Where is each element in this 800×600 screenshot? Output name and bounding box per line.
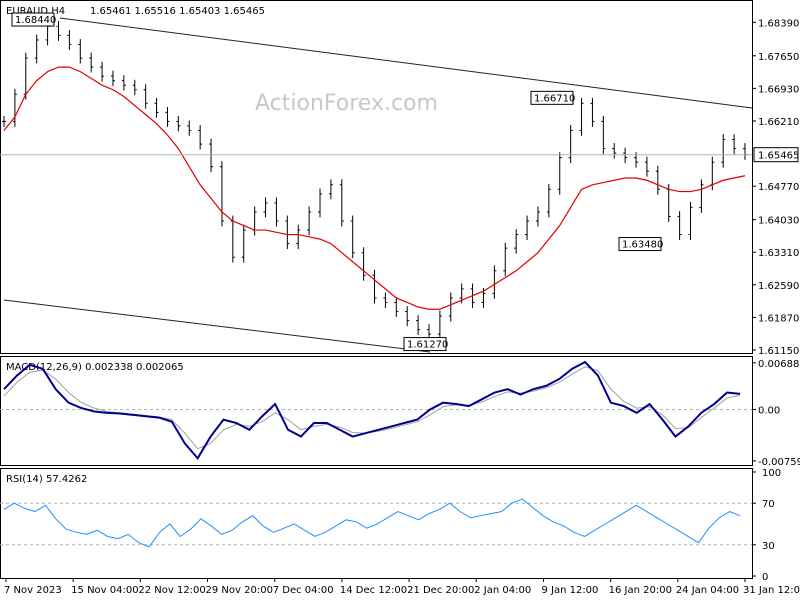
- time-tick-label: 9 Jan 12:00: [541, 585, 598, 596]
- time-tick-label: 16 Jan 20:00: [609, 585, 672, 596]
- rsi-tick-label: 70: [762, 499, 775, 510]
- channel-lower-line: [3, 299, 431, 353]
- price-tick-label: 1.66930: [758, 84, 799, 95]
- macd-signal-line: [3, 366, 741, 450]
- price-callout: 1.66710: [534, 93, 575, 104]
- price-series-group: [2, 20, 747, 340]
- price-panel-frame: [0, 0, 753, 354]
- moving-average-group: [3, 66, 746, 310]
- macd-tick-label: 0.006886: [758, 359, 800, 370]
- macd-tick-label: 0.00: [758, 405, 780, 416]
- price-callout: 1.61270: [407, 340, 448, 351]
- price-tick-label: 1.66210: [758, 117, 799, 128]
- macd-axis: 0.006886 0.00 -0.007591: [752, 359, 800, 468]
- time-tick-label: 21 Dec 20:00: [407, 585, 474, 596]
- price-callout-box: [11, 12, 55, 27]
- price-tick-label: 1.67650: [758, 52, 799, 63]
- ohlc-values: 1.65461 1.65516 1.65403 1.65465: [90, 6, 265, 17]
- macd-series-group: [0, 360, 752, 460]
- price-tick-label: 1.68390: [758, 18, 799, 29]
- macd-label: MACD(12,26,9) 0.002338 0.002065: [6, 362, 184, 373]
- price-callout-box: [403, 337, 447, 352]
- current-price-box: [753, 147, 799, 163]
- rsi-label: RSI(14) 57.4262: [6, 474, 87, 485]
- time-tick-label: 24 Jan 04:00: [676, 585, 739, 596]
- rsi-line: [3, 498, 741, 548]
- time-tick-label: 7 Dec 04:00: [273, 585, 334, 596]
- time-tick-label: 7 Nov 2023: [4, 585, 62, 596]
- rsi-tick-label: 0: [762, 572, 768, 583]
- time-tick-label: 14 Dec 12:00: [340, 585, 407, 596]
- rsi-axis: 100 70 30 0: [752, 468, 781, 583]
- price-callout: 1.63480: [622, 240, 663, 251]
- moving-average-line: [3, 66, 746, 310]
- price-callout-box: [618, 237, 662, 252]
- price-tick-label: 1.61870: [758, 313, 799, 324]
- macd-panel-frame: [0, 356, 753, 466]
- rsi-tick-label: 30: [762, 541, 775, 552]
- price-axis: 1.68390 1.67650 1.66930 1.66210 1.65465 1.647…: [0, 18, 799, 357]
- price-tick-label: 1.62590: [758, 281, 799, 292]
- time-tick-label: 15 Nov 04:00: [71, 585, 138, 596]
- rsi-series-group: [0, 498, 752, 548]
- time-tick-label: 22 Nov 12:00: [138, 585, 205, 596]
- watermark: ActionForex.com: [255, 91, 438, 116]
- time-axis: 7 Nov 2023 15 Nov 04:00 22 Nov 12:00 29 Nov…: [4, 578, 800, 596]
- price-tick-label: 1.64030: [758, 216, 799, 227]
- time-tick-label: 31 Jan 12:00: [743, 585, 800, 596]
- rsi-tick-label: 100: [762, 468, 781, 479]
- rsi-panel-frame: [0, 468, 753, 579]
- price-tick-label: 1.64770: [758, 182, 799, 193]
- channel-upper-line: [59, 17, 753, 109]
- symbol-label: EURAUD,H4: [6, 6, 65, 17]
- time-tick-label: 2 Jan 04:00: [474, 585, 531, 596]
- current-price-label: 1.65465: [758, 151, 799, 162]
- price-callout-box: [530, 90, 574, 105]
- macd-line: [3, 360, 741, 460]
- macd-tick-label: -0.007591: [758, 457, 800, 468]
- price-tick-label: 1.61150: [758, 346, 799, 357]
- time-tick-label: 29 Nov 20:00: [206, 585, 273, 596]
- price-labels: 1.68440 1.66710 1.63480 1.61270: [11, 12, 663, 352]
- price-tick-label: 1.63310: [758, 248, 799, 259]
- price-callout: 1.68440: [15, 15, 56, 26]
